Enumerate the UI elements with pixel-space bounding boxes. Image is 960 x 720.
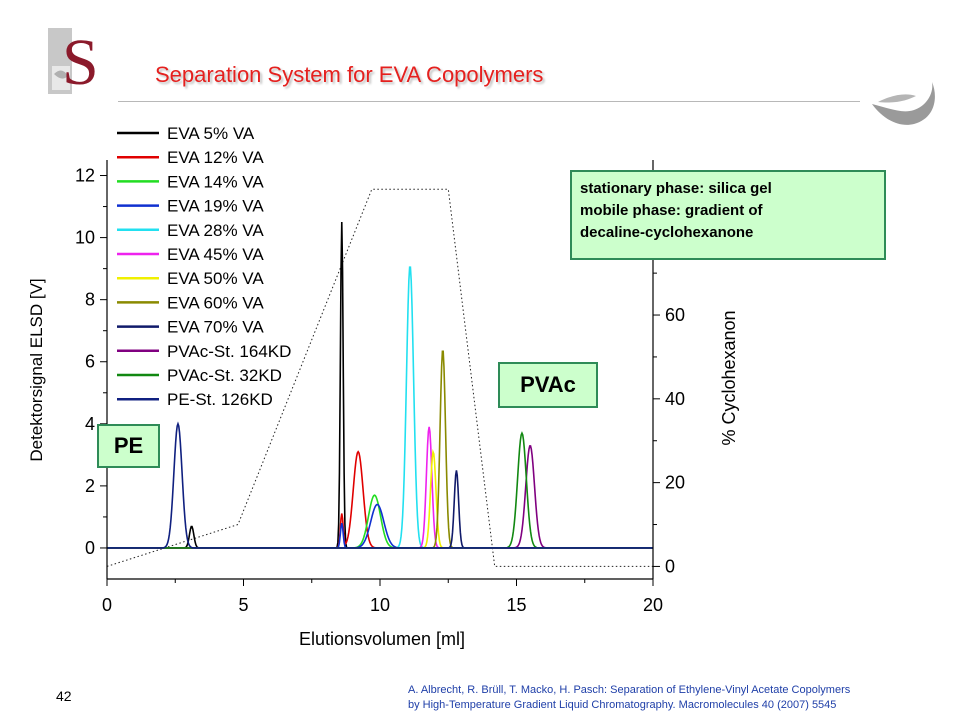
title-divider [118, 101, 860, 102]
slide-title: Separation System for EVA Copolymers [155, 62, 544, 87]
citation-line-1: A. Albrecht, R. Brüll, T. Macko, H. Pasc… [408, 684, 851, 696]
info-line-solvents: decaline-cyclohexanone [580, 224, 754, 241]
university-logo: S [48, 26, 99, 96]
x-tick-label-2: 10 [370, 595, 390, 615]
pe-peak-label: PE [97, 424, 160, 468]
y-tick-label-3: 6 [85, 352, 95, 372]
legend-label-6: EVA 50% VA [167, 269, 264, 288]
x-tick-label-3: 15 [506, 595, 526, 615]
series-line-11 [107, 421, 653, 549]
legend-label-4: EVA 28% VA [167, 221, 264, 240]
legend-label-2: EVA 14% VA [167, 172, 264, 191]
swoosh-logo-icon [872, 82, 935, 125]
x-tick-label-1: 5 [238, 595, 248, 615]
logo-letter: S [62, 26, 99, 96]
x-axis-label: Elutionsvolumen [ml] [299, 629, 465, 649]
y-tick-label-2: 4 [85, 414, 95, 434]
x-tick-label-0: 0 [102, 595, 112, 615]
series-line-10 [107, 431, 653, 549]
y-axis-label: Detektorsignal ELSD [V] [27, 278, 46, 461]
y-tick-label-4: 8 [85, 290, 95, 310]
x-tick-label-4: 20 [643, 595, 663, 615]
legend-label-5: EVA 45% VA [167, 245, 264, 264]
y2-tick-label-3: 60 [665, 305, 685, 325]
legend-label-3: EVA 19% VA [167, 197, 264, 216]
y2-axis-label: % Cyclohexanon [719, 310, 739, 445]
legend-label-10: PVAc-St. 32KD [167, 366, 282, 385]
legend-label-0: EVA 5% VA [167, 124, 255, 143]
legend-label-7: EVA 60% VA [167, 293, 264, 312]
method-info-box: stationary phase: silica gel mobile phas… [570, 170, 886, 260]
legend-label-1: EVA 12% VA [167, 148, 264, 167]
y-tick-label-1: 2 [85, 476, 95, 496]
y2-tick-label-0: 0 [665, 556, 675, 576]
legend-label-11: PE-St. 126KD [167, 390, 273, 409]
y-tick-label-5: 10 [75, 228, 95, 248]
info-line-stationary: stationary phase: silica gel [580, 180, 772, 197]
legend-label-8: EVA 70% VA [167, 318, 264, 337]
citation: A. Albrecht, R. Brüll, T. Macko, H. Pasc… [408, 683, 850, 713]
pvac-peak-label: PVAc [498, 362, 598, 408]
y2-tick-label-1: 20 [665, 473, 685, 493]
info-line-mobile: mobile phase: gradient of [580, 202, 763, 219]
series-line-5 [107, 426, 653, 549]
series-line-9 [107, 445, 653, 549]
page-number: 42 [56, 688, 72, 704]
citation-line-2: by High-Temperature Gradient Liquid Chro… [408, 699, 837, 711]
y2-tick-label-2: 40 [665, 389, 685, 409]
y-tick-label-6: 12 [75, 166, 95, 186]
legend-label-9: PVAc-St. 164KD [167, 342, 291, 361]
y-tick-label-0: 0 [85, 538, 95, 558]
